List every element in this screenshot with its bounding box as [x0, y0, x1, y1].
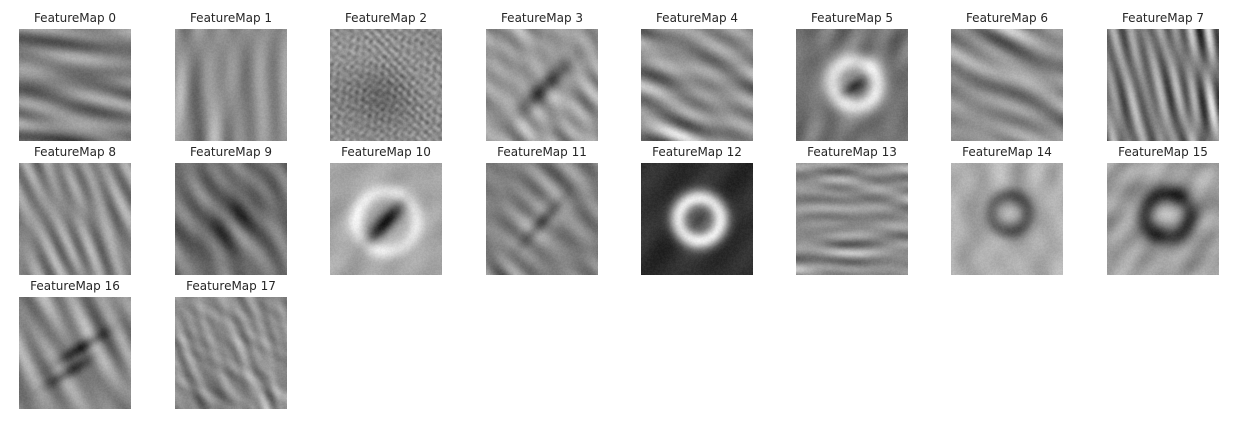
feature-map-image — [951, 163, 1063, 275]
feature-map-title: FeatureMap 13 — [807, 145, 897, 159]
feature-map-image — [330, 163, 442, 275]
feature-map-image — [951, 29, 1063, 141]
feature-map-image — [796, 163, 908, 275]
feature-map-title: FeatureMap 11 — [497, 145, 587, 159]
feature-map-title: FeatureMap 0 — [33, 11, 117, 25]
feature-map-title: FeatureMap 3 — [500, 11, 584, 25]
feature-map-panel: FeatureMap 10 — [330, 145, 442, 277]
feature-map-title: FeatureMap 1 — [189, 11, 273, 25]
feature-map-panel: FeatureMap 3 — [486, 11, 598, 143]
feature-map-title: FeatureMap 10 — [341, 145, 431, 159]
feature-map-title: FeatureMap 9 — [189, 145, 273, 159]
feature-map-panel: FeatureMap 7 — [1107, 11, 1219, 143]
feature-map-image — [641, 163, 753, 275]
feature-map-image — [175, 297, 287, 409]
feature-map-panel: FeatureMap 13 — [796, 145, 908, 277]
feature-map-title: FeatureMap 15 — [1118, 145, 1208, 159]
feature-map-title: FeatureMap 14 — [962, 145, 1052, 159]
feature-map-image — [19, 163, 131, 275]
feature-map-panel: FeatureMap 16 — [19, 279, 131, 411]
feature-map-title: FeatureMap 8 — [33, 145, 117, 159]
feature-map-title: FeatureMap 12 — [652, 145, 742, 159]
feature-map-panel: FeatureMap 8 — [19, 145, 131, 277]
feature-map-image — [330, 29, 442, 141]
feature-map-panel: FeatureMap 15 — [1107, 145, 1219, 277]
feature-map-panel: FeatureMap 17 — [175, 279, 287, 411]
feature-map-panel: FeatureMap 1 — [175, 11, 287, 143]
feature-map-panel: FeatureMap 4 — [641, 11, 753, 143]
feature-map-panel: FeatureMap 11 — [486, 145, 598, 277]
feature-map-image — [1107, 29, 1219, 141]
feature-map-panel: FeatureMap 2 — [330, 11, 442, 143]
feature-map-image — [641, 29, 753, 141]
feature-map-image — [175, 29, 287, 141]
feature-map-image — [19, 297, 131, 409]
feature-map-title: FeatureMap 4 — [655, 11, 739, 25]
feature-map-panel: FeatureMap 6 — [951, 11, 1063, 143]
feature-map-image — [486, 29, 598, 141]
feature-map-title: FeatureMap 17 — [186, 279, 276, 293]
feature-map-image — [19, 29, 131, 141]
feature-map-panel: FeatureMap 12 — [641, 145, 753, 277]
feature-map-title: FeatureMap 2 — [344, 11, 428, 25]
feature-map-panel: FeatureMap 0 — [19, 11, 131, 143]
feature-map-title: FeatureMap 6 — [965, 11, 1049, 25]
feature-map-panel: FeatureMap 14 — [951, 145, 1063, 277]
feature-map-title: FeatureMap 5 — [810, 11, 894, 25]
feature-map-title: FeatureMap 7 — [1121, 11, 1205, 25]
feature-map-panel: FeatureMap 9 — [175, 145, 287, 277]
feature-map-image — [486, 163, 598, 275]
feature-map-image — [175, 163, 287, 275]
feature-map-title: FeatureMap 16 — [30, 279, 120, 293]
feature-map-image — [1107, 163, 1219, 275]
feature-map-panel: FeatureMap 5 — [796, 11, 908, 143]
feature-map-image — [796, 29, 908, 141]
